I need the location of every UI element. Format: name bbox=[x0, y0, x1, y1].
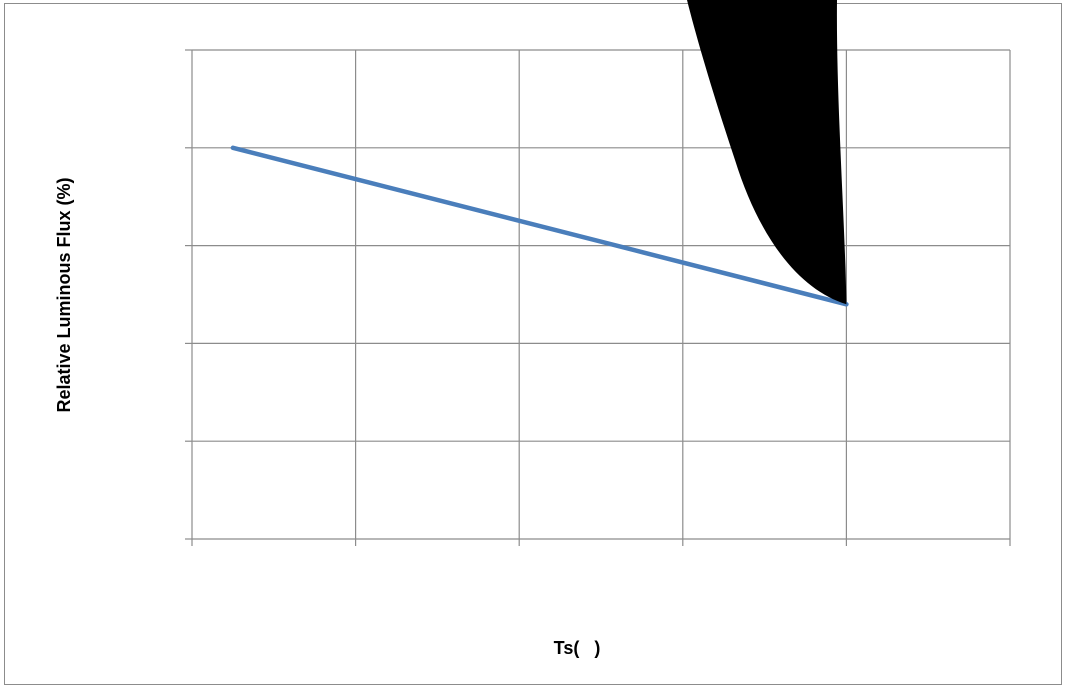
axis-ticks bbox=[185, 49, 1011, 546]
series-lines bbox=[230, 145, 849, 307]
annotation-shape bbox=[687, 0, 847, 305]
y-axis-title: Relative Luminous Flux (%) bbox=[54, 177, 74, 412]
grid-lines bbox=[191, 49, 1011, 540]
x-axis-title: Ts( ) bbox=[554, 638, 601, 658]
black-blot-shape bbox=[687, 0, 847, 305]
series-line bbox=[230, 145, 849, 307]
